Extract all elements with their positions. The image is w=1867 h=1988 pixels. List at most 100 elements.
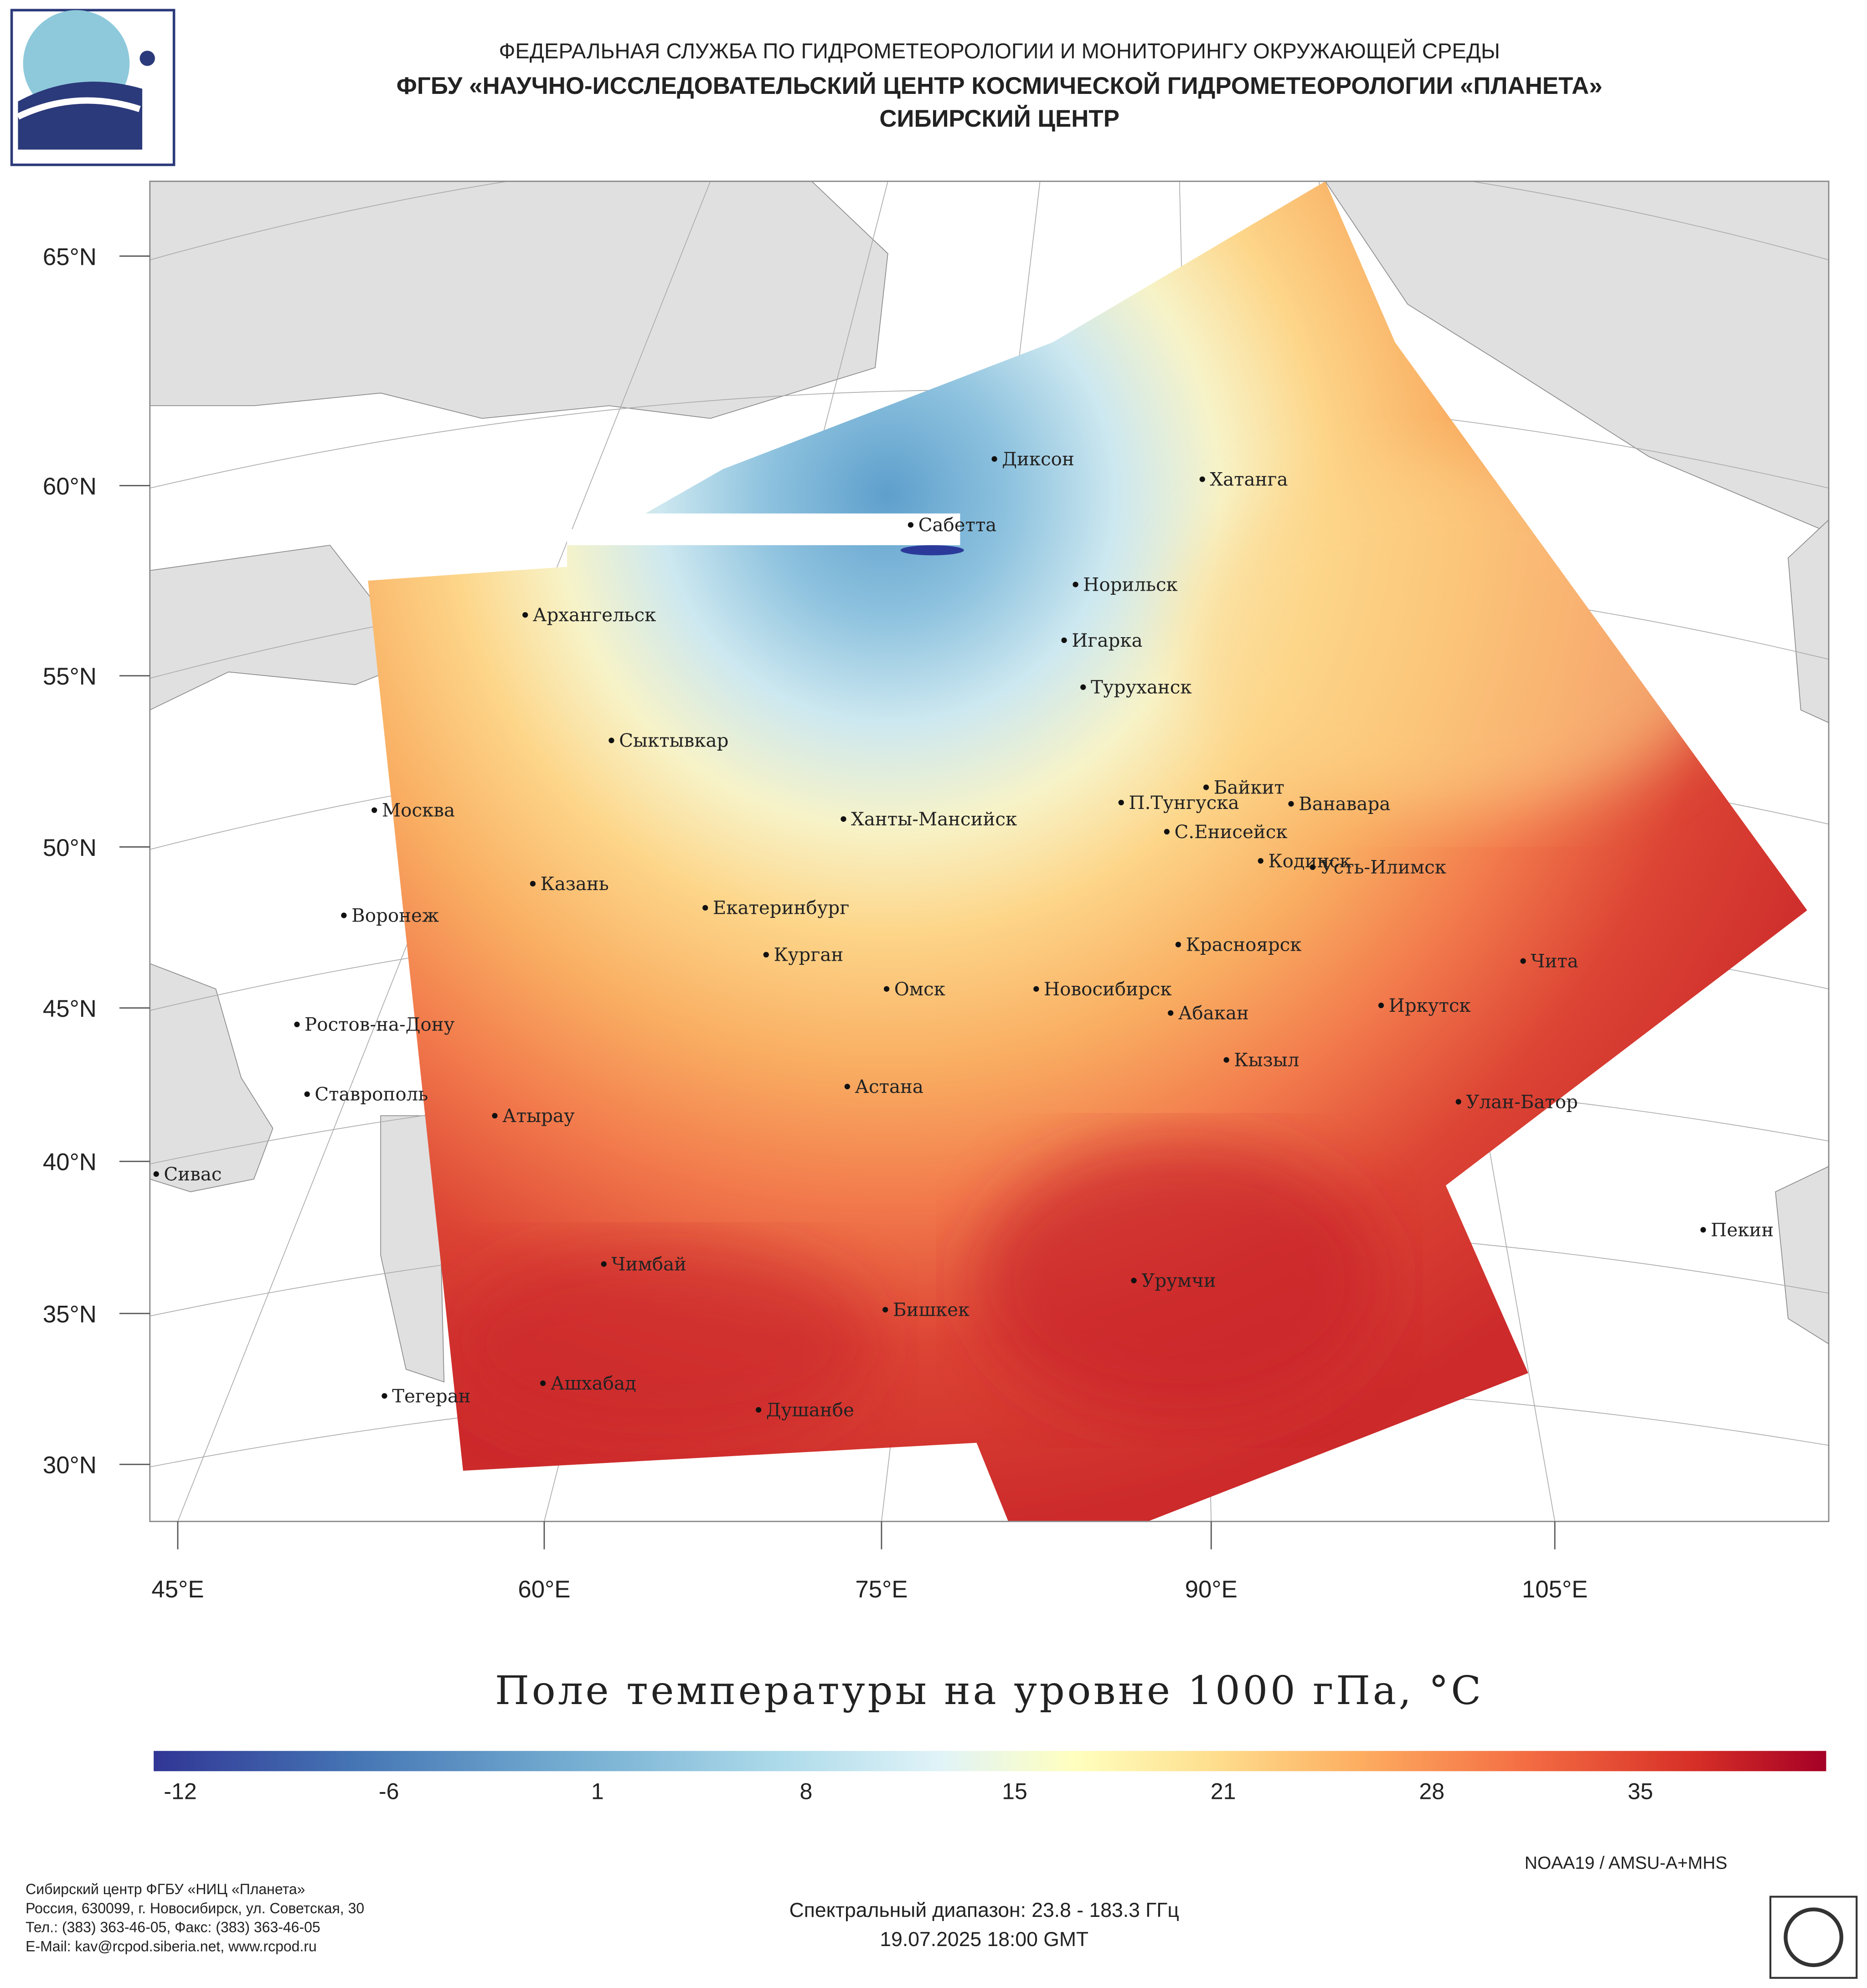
city-label: Диксон xyxy=(1002,448,1074,470)
city-label: Кызыл xyxy=(1234,1050,1299,1071)
city-dot xyxy=(1310,864,1315,870)
city-dot xyxy=(1700,1227,1706,1233)
header-line: ФГБУ «НАУЧНО-ИССЛЕДОВАТЕЛЬСКИЙ ЦЕНТР КОС… xyxy=(397,72,1603,99)
city-label: Сабетта xyxy=(918,515,997,536)
city-label: Душанбе xyxy=(766,1399,854,1421)
land xyxy=(150,181,1829,1383)
lat-label: 40°N xyxy=(43,1149,97,1176)
city-dot xyxy=(1223,1057,1229,1063)
city-label: Чита xyxy=(1531,951,1578,972)
city-label: Курган xyxy=(774,944,843,966)
colorbar-tick-label: 35 xyxy=(1628,1778,1653,1804)
logo xyxy=(10,9,175,166)
lat-label: 45°N xyxy=(43,995,97,1022)
city-dot xyxy=(341,912,347,918)
city-label: Ставрополь xyxy=(315,1084,428,1105)
city-label: П.Тунгуска xyxy=(1129,792,1239,814)
city-label: Москва xyxy=(382,800,455,821)
city-dot xyxy=(882,1307,888,1313)
map xyxy=(150,181,1829,1522)
city-dot xyxy=(1168,1010,1174,1016)
city-label: Сыктывкар xyxy=(619,730,728,752)
city-label: Ванавара xyxy=(1299,793,1390,815)
city-label: Сивас xyxy=(164,1164,222,1185)
lat-label: 65°N xyxy=(43,243,97,270)
lon-label: 90°E xyxy=(1185,1576,1238,1603)
city-dot xyxy=(1033,986,1039,992)
header-line: СИБИРСКИЙ ЦЕНТР xyxy=(879,104,1119,132)
city-label: Абакан xyxy=(1178,1003,1249,1024)
city-label: Урумчи xyxy=(1141,1270,1216,1292)
city-label: Норильск xyxy=(1083,574,1178,595)
city-label: Улан-Батор xyxy=(1466,1091,1578,1112)
city-label: Туруханск xyxy=(1091,677,1192,698)
colorbar-tick-label: -12 xyxy=(164,1778,196,1804)
city-dot xyxy=(755,1407,762,1413)
colorbar-tick-label: 21 xyxy=(1211,1778,1236,1804)
city-dot xyxy=(1061,637,1067,643)
colorbar-ticks: -12 -6 1 8 15 21 28 35 xyxy=(164,1778,1653,1804)
city-dot xyxy=(304,1091,310,1097)
colorbar xyxy=(154,1751,1826,1772)
contact-line: Россия, 630099, г. Новосибирск, ул. Сове… xyxy=(26,1900,364,1916)
colorbar-tick-label: 8 xyxy=(799,1778,812,1804)
city-dot xyxy=(841,816,846,822)
city-label: Хатанга xyxy=(1210,469,1288,490)
city-dot xyxy=(601,1261,607,1267)
city-dot xyxy=(1455,1099,1461,1105)
city-label: Пекин xyxy=(1711,1219,1774,1241)
header-line: ФЕДЕРАЛЬНАЯ СЛУЖБА ПО ГИДРОМЕТЕОРОЛОГИИ … xyxy=(499,38,1500,63)
datetime: 19.07.2025 18:00 GMT xyxy=(880,1928,1088,1951)
axis-ticks: 65°N 60°N 55°N 50°N 45°N 40°N 35°N 30°N 45°E 60°E… xyxy=(43,243,1588,1603)
city-label: Ханты-Мансийск xyxy=(851,809,1017,830)
city-dot xyxy=(153,1171,159,1177)
city-dot xyxy=(1118,799,1124,806)
city-label: Игарка xyxy=(1072,630,1142,651)
city-dot xyxy=(1080,684,1086,690)
city-label: Красноярск xyxy=(1186,934,1302,955)
city-dot xyxy=(540,1380,546,1386)
lon-label: 60°E xyxy=(518,1576,570,1603)
city-label: Ашхабад xyxy=(551,1373,636,1394)
city-label: Атырау xyxy=(502,1105,575,1127)
cities: Диксон Хатанга Сабетта Норильск Архангельск И… xyxy=(153,448,1774,1421)
map-frame xyxy=(149,180,1830,1522)
city-label: Екатеринбург xyxy=(713,897,849,919)
city-dot xyxy=(702,905,708,911)
lon-label: 45°E xyxy=(151,1576,204,1603)
city-dot xyxy=(1520,958,1526,964)
city-label: Байкит xyxy=(1214,777,1284,798)
city-dot xyxy=(530,881,536,887)
lat-label: 30°N xyxy=(43,1452,97,1479)
city-label: Кодинск xyxy=(1268,850,1351,872)
city-label: Усть-Илимск xyxy=(1320,857,1446,878)
city-dot xyxy=(1258,858,1264,864)
city-dot xyxy=(1288,801,1294,807)
city-dot xyxy=(1131,1277,1137,1283)
lon-label: 105°E xyxy=(1522,1576,1588,1603)
spectral-range: Спектральный диапазон: 23.8 - 183.3 ГГц xyxy=(789,1899,1179,1921)
satellite: NOAA19 / AMSU-A+MHS xyxy=(1525,1854,1728,1873)
city-label: Омск xyxy=(894,979,945,1000)
iso-badge xyxy=(1769,1895,1858,1979)
city-dot xyxy=(609,737,614,743)
city-dot xyxy=(1378,1002,1384,1009)
city-dot xyxy=(371,807,377,813)
city-label: Бишкек xyxy=(893,1299,970,1321)
city-dot xyxy=(763,952,769,958)
lat-label: 35°N xyxy=(43,1301,97,1328)
city-dot xyxy=(844,1083,850,1090)
lat-label: 55°N xyxy=(43,663,97,690)
city-label: Иркутск xyxy=(1389,995,1471,1016)
contact-line: Тел.: (383) 363-46-05, Факс: (383) 363-4… xyxy=(26,1919,320,1936)
colorbar-tick-label: 15 xyxy=(1002,1778,1027,1804)
contact-line: E-Mail: kav@rcpod.siberia.net, www.rcpod… xyxy=(26,1938,317,1954)
colorbar-tick-label: 28 xyxy=(1419,1778,1444,1804)
city-dot xyxy=(1203,784,1209,790)
city-label: Архангельск xyxy=(533,604,656,626)
contacts: Сибирский центр ФГБУ «НИЦ «Планета» Росси… xyxy=(26,1881,364,1954)
city-label: Воронеж xyxy=(351,905,439,926)
city-dot xyxy=(1164,829,1170,835)
